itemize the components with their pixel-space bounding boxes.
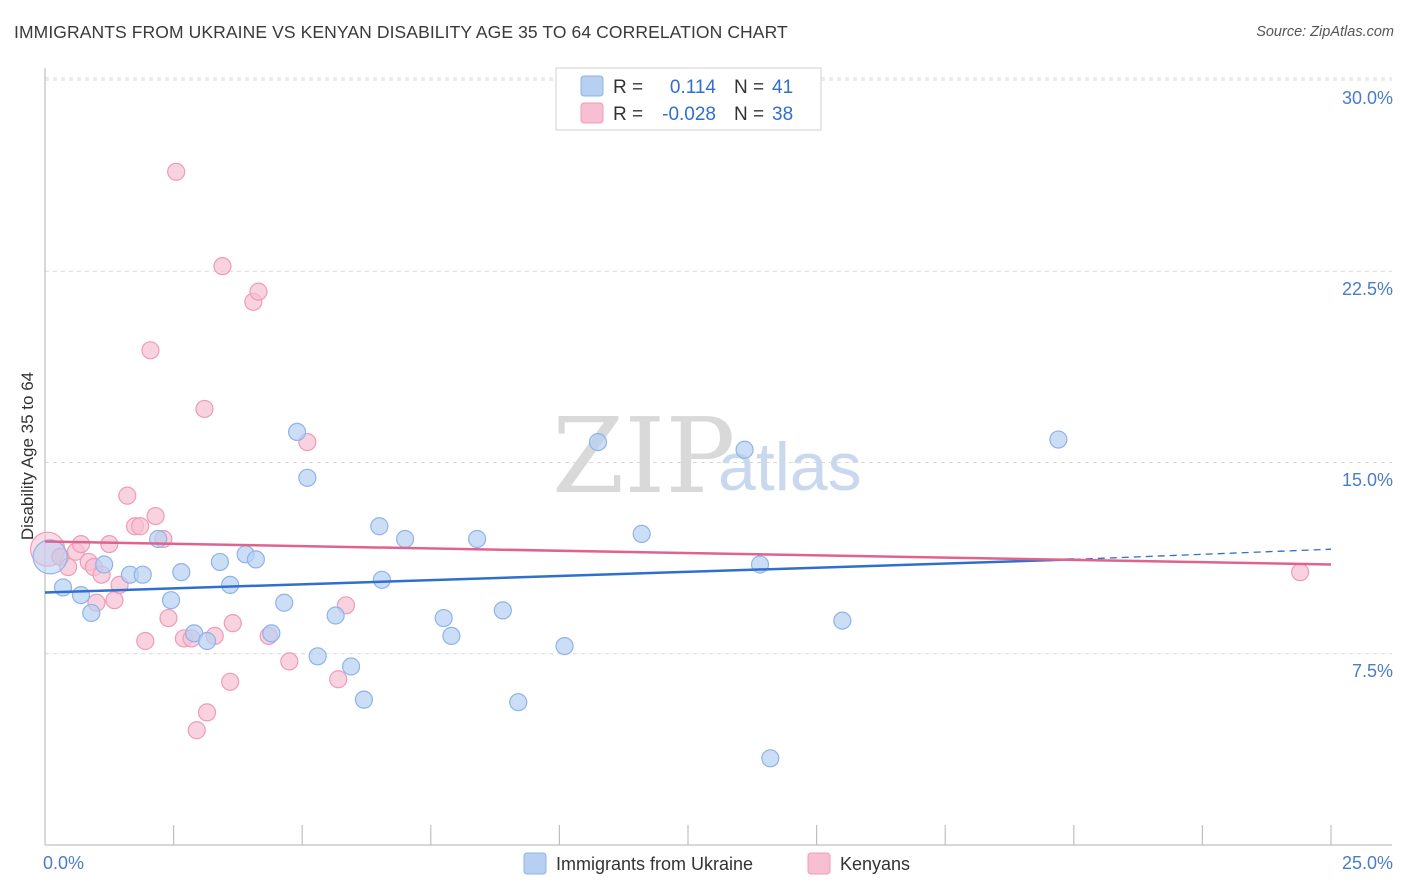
ukraine-point-34: [632, 524, 651, 544]
ukraine-point-6: [133, 565, 152, 584]
kenyan-trend-line: [44, 540, 1332, 566]
legend-n-value-kenyan: 38: [772, 104, 793, 125]
y-tick-label-22-5: 22.5%: [1342, 279, 1393, 299]
x-tick-label-min: 0.0%: [43, 853, 84, 873]
chart-source: Source: ZipAtlas.com: [1256, 24, 1394, 40]
series-legend: Immigrants from Ukraine Kenyans: [523, 852, 910, 875]
ukraine-point-8: [161, 591, 181, 610]
legend-r-label-kenyan: R =: [613, 104, 643, 125]
series-legend-swatch-kenyan: [807, 852, 831, 875]
ukraine-point-28: [442, 626, 461, 646]
ukraine-point-20: [308, 647, 327, 666]
y-tick-label-7-5: 7.5%: [1352, 661, 1393, 681]
ukraine-point-30: [493, 601, 512, 620]
kenyan-point-9: [100, 534, 119, 554]
ukraine-point-33: [588, 433, 608, 452]
kenyan-point-29: [223, 614, 242, 633]
grid-lines: [45, 77, 1392, 655]
legend-n-label-ukraine: N =: [734, 77, 764, 98]
ukraine-point-17: [275, 593, 294, 612]
kenyan-point-23: [187, 721, 206, 740]
ukraine-point-31: [509, 693, 528, 712]
kenyan-point-20: [167, 162, 186, 181]
legend-n-label-kenyan: N =: [734, 104, 764, 125]
ukraine-point-11: [197, 631, 217, 651]
kenyan-point-37: [1291, 563, 1310, 582]
x-tick-marks: [173, 825, 1332, 845]
kenyan-point-4: [71, 534, 91, 554]
ukraine-point-13: [221, 575, 240, 595]
ukraine-points: [32, 422, 1068, 768]
ukraine-point-23: [354, 690, 374, 709]
trend-lines: [44, 540, 1332, 594]
ukraine-point-12: [210, 552, 229, 572]
ukraine-point-0: [32, 539, 68, 575]
kenyan-point-25: [197, 703, 217, 722]
x-tick-label-max: 25.0%: [1342, 853, 1393, 873]
kenyan-point-35: [329, 670, 348, 689]
ukraine-point-32: [555, 636, 574, 656]
y-axis-label: Disability Age 35 to 64: [18, 372, 37, 540]
watermark-zip: ZIP: [552, 395, 735, 517]
ukraine-point-21: [326, 606, 345, 625]
ukraine-point-38: [833, 611, 852, 630]
kenyan-point-16: [141, 341, 160, 360]
ukraine-point-29: [467, 529, 487, 549]
watermark-atlas: atlas: [718, 429, 862, 505]
series-legend-label-kenyan: Kenyans: [840, 854, 910, 874]
y-tick-label-30: 30.0%: [1342, 88, 1393, 108]
kenyan-point-24: [195, 399, 214, 419]
ukraine-point-37: [761, 749, 780, 768]
ukraine-point-24: [370, 517, 389, 536]
legend-n-value-ukraine: 41: [772, 77, 793, 98]
legend-r-label-ukraine: R =: [613, 77, 643, 98]
ukraine-point-7: [149, 529, 168, 549]
kenyan-point-31: [249, 282, 268, 301]
y-tick-labels: 30.0% 22.5% 15.0% 7.5%: [1342, 88, 1393, 681]
legend-r-value-kenyan: -0.028: [662, 104, 716, 125]
chart-title: IMMIGRANTS FROM UKRAINE VS KENYAN DISABI…: [14, 22, 788, 42]
watermark: ZIP atlas: [552, 395, 862, 517]
ukraine-point-18: [287, 422, 307, 441]
ukraine-point-27: [434, 608, 453, 628]
ukraine-point-35: [735, 440, 754, 459]
ukraine-trend-line-extension: [1073, 548, 1332, 561]
kenyan-point-10: [105, 591, 124, 610]
kenyan-point-27: [213, 257, 232, 276]
ukraine-point-39: [1049, 430, 1068, 449]
series-legend-swatch-ukraine: [523, 852, 547, 875]
series-legend-label-ukraine: Immigrants from Ukraine: [556, 854, 753, 874]
kenyan-point-12: [118, 486, 137, 505]
ukraine-point-2: [71, 585, 91, 605]
legend-swatch-kenyan: [580, 102, 604, 124]
ukraine-point-19: [298, 468, 317, 487]
ukraine-point-22: [341, 657, 361, 676]
ukraine-point-9: [172, 563, 191, 582]
ukraine-point-4: [95, 555, 114, 574]
kenyan-point-14: [131, 517, 150, 536]
ukraine-point-25: [372, 570, 392, 589]
legend-swatch-ukraine: [580, 75, 604, 97]
correlation-legend: R = 0.114 N = 41 R = -0.028 N = 38: [555, 67, 822, 131]
kenyan-point-15: [136, 631, 155, 651]
ukraine-point-15: [246, 550, 266, 569]
legend-r-value-ukraine: 0.114: [670, 77, 717, 98]
ukraine-trend-line: [44, 558, 1074, 594]
ukraine-point-26: [395, 529, 415, 549]
y-tick-label-15: 15.0%: [1342, 470, 1393, 490]
ukraine-point-16: [262, 624, 281, 643]
kenyan-point-28: [221, 672, 240, 691]
ukraine-point-3: [82, 603, 101, 623]
kenyan-point-33: [280, 652, 299, 671]
kenyan-point-17: [146, 506, 165, 526]
kenyan-point-19: [159, 608, 178, 628]
